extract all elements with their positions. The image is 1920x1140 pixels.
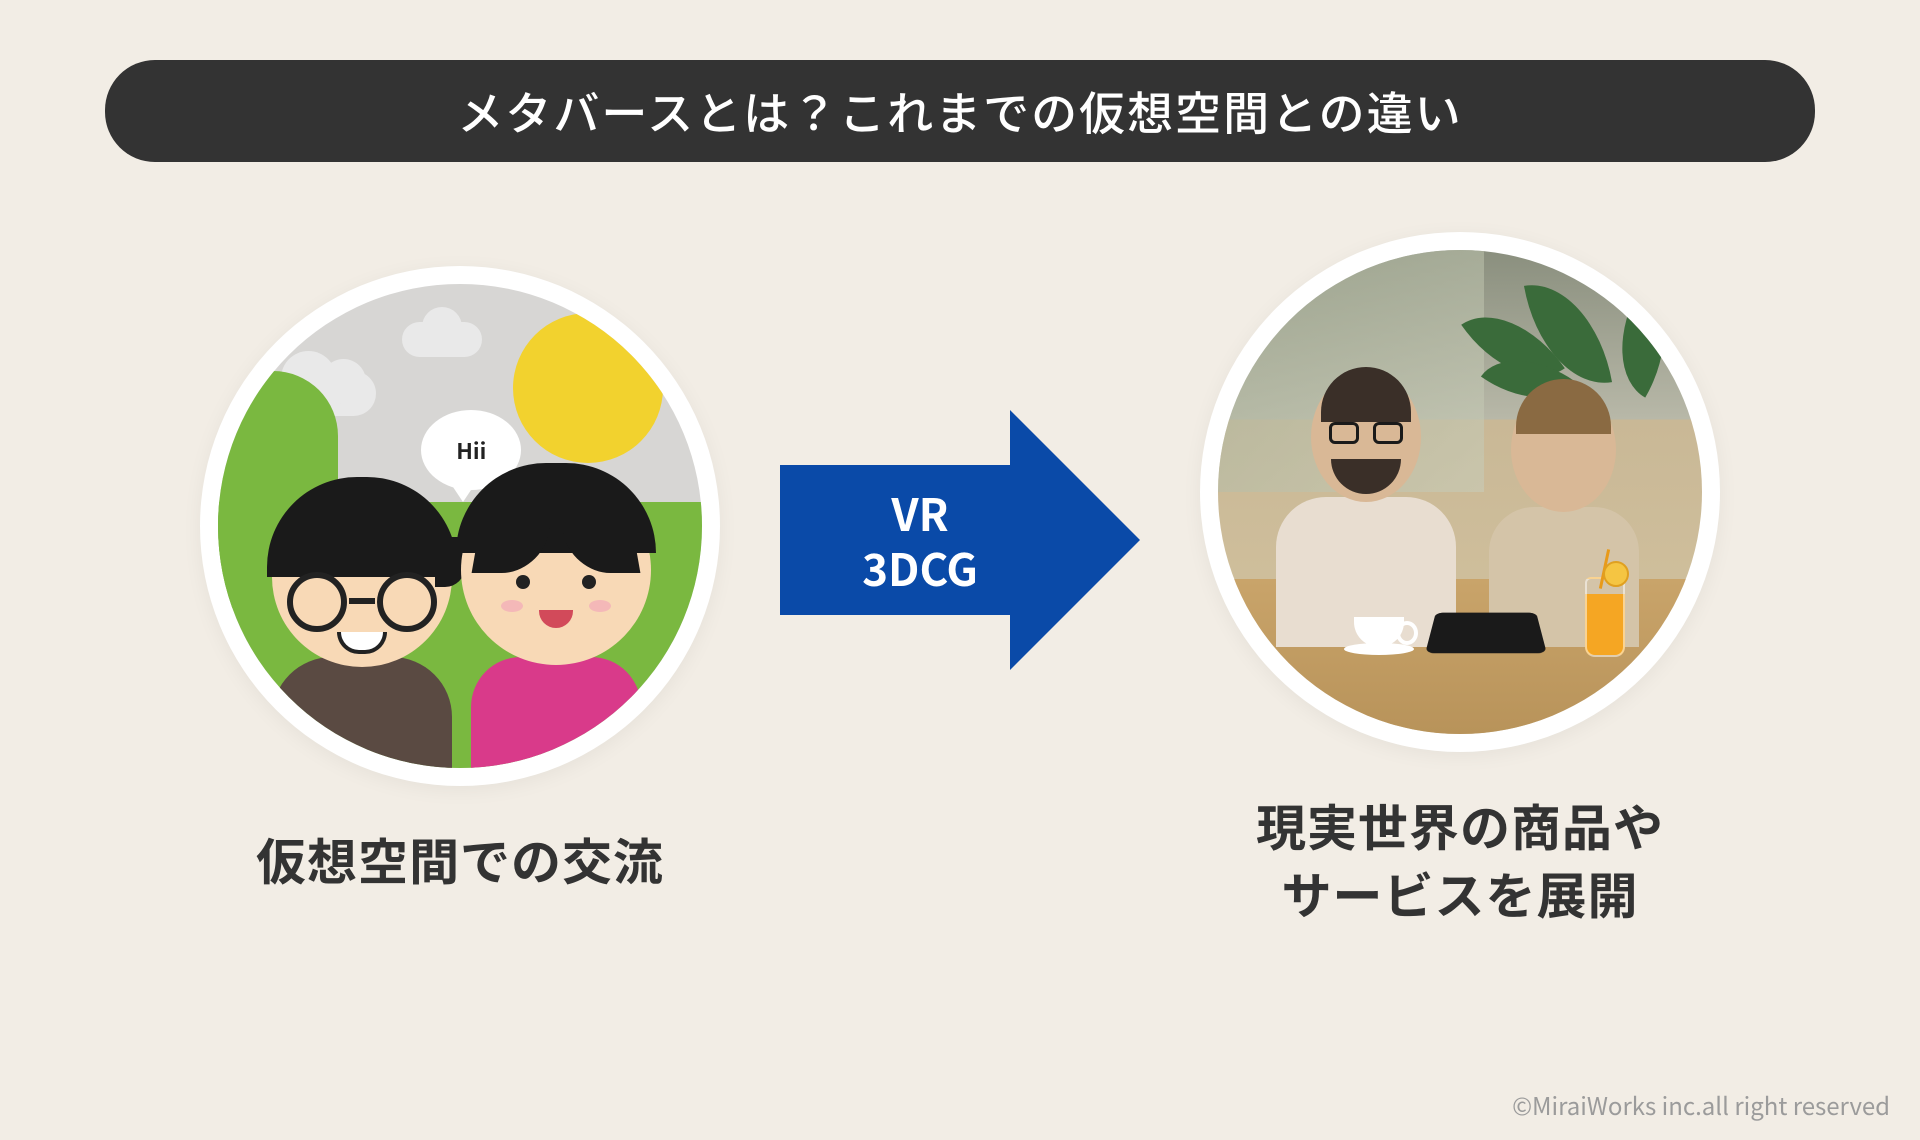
sun-icon xyxy=(513,313,663,463)
arrow-label-line2: 3DCG xyxy=(862,535,978,599)
tablet-icon xyxy=(1425,613,1547,654)
content-row: Hii xyxy=(0,232,1920,927)
copyright: ©MiraiWorks inc.all right reserved xyxy=(1512,1087,1890,1122)
right-caption-line1: 現実世界の商品や xyxy=(1256,789,1664,861)
left-caption: 仮想空間での交流 xyxy=(256,826,664,894)
title-bar: メタバースとは？これまでの仮想空間との違い xyxy=(105,60,1815,162)
person-woman xyxy=(1474,387,1654,647)
right-caption: 現実世界の商品や サービスを展開 xyxy=(1256,792,1664,927)
juice-glass-icon xyxy=(1585,577,1625,657)
left-circle: Hii xyxy=(200,266,720,786)
arrow-label: VR 3DCG xyxy=(820,485,1020,595)
cartoon-scene: Hii xyxy=(218,284,702,768)
right-panel: 現実世界の商品や サービスを展開 xyxy=(1200,232,1720,927)
avatar-girl xyxy=(431,475,681,767)
right-caption-line2: サービスを展開 xyxy=(1282,857,1639,929)
arrow: VR 3DCG xyxy=(780,410,1140,670)
person-man xyxy=(1276,372,1456,647)
photo-scene xyxy=(1218,250,1702,734)
right-circle xyxy=(1200,232,1720,752)
cloud-icon xyxy=(402,322,482,357)
left-panel: Hii xyxy=(200,266,720,894)
